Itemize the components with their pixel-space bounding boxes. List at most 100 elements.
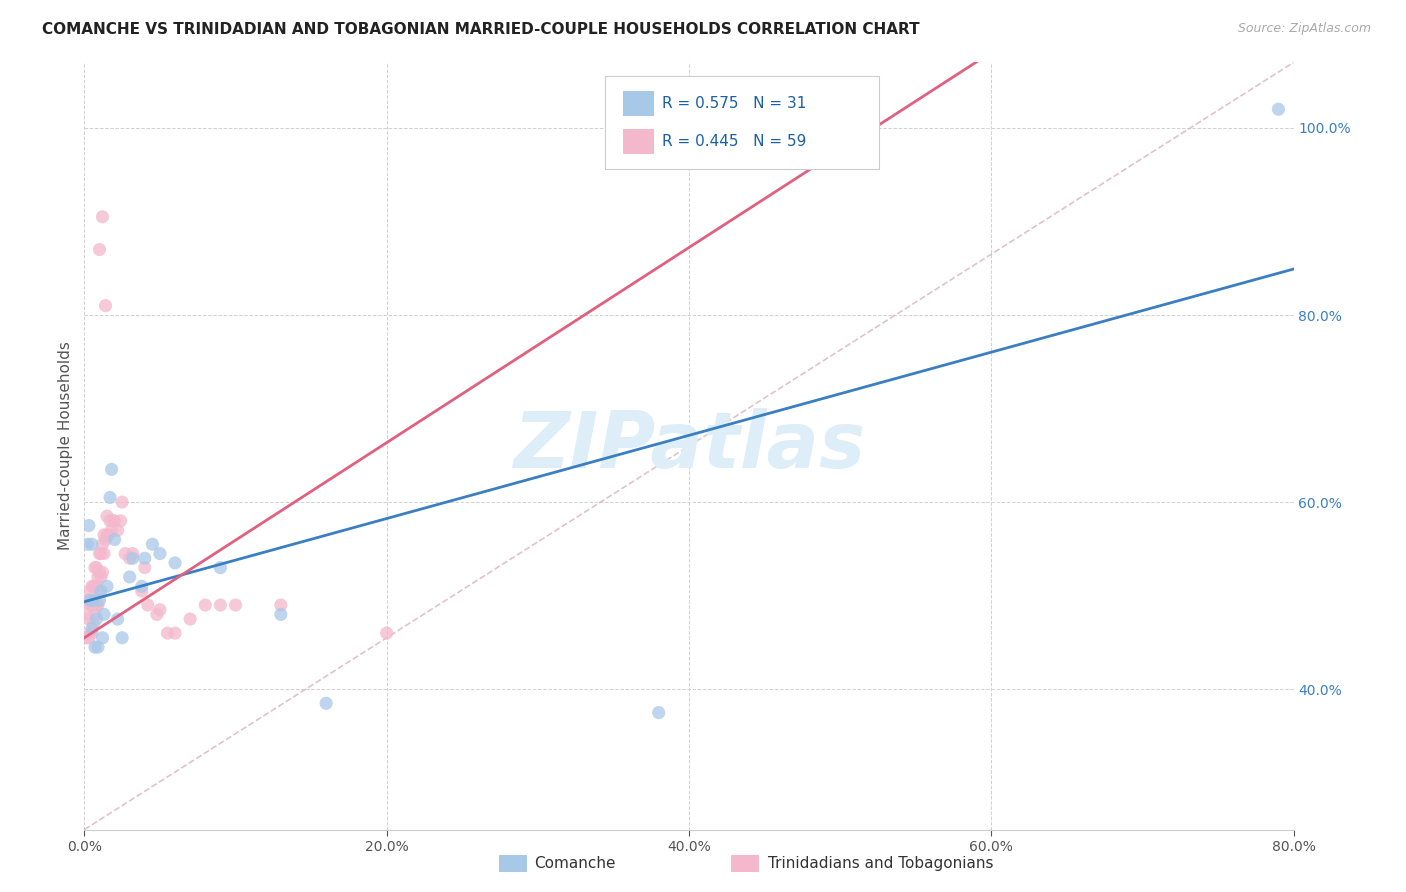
Point [104, 533, 127, 547]
Point [107, 612, 129, 626]
Point [121, 551, 143, 566]
Point [87, 640, 110, 654]
Point [94, 299, 117, 313]
Point [79, 593, 101, 607]
Point [82, 579, 104, 593]
Point [76, 607, 98, 622]
Point [98, 491, 121, 505]
Point [100, 462, 122, 476]
Point [91, 210, 114, 224]
Point [80, 622, 103, 636]
Point [80, 579, 103, 593]
Point [84, 560, 107, 574]
Point [91, 566, 114, 580]
Point [93, 528, 115, 542]
Point [136, 598, 159, 612]
Point [209, 560, 232, 574]
Text: R = 0.445   N = 59: R = 0.445 N = 59 [662, 135, 807, 149]
Point [146, 607, 169, 622]
Point [111, 631, 134, 645]
Point [80, 626, 103, 640]
Point [79, 584, 101, 599]
Text: ZIPatlas: ZIPatlas [513, 408, 865, 484]
Point [76, 593, 98, 607]
Point [118, 570, 141, 584]
Point [225, 598, 247, 612]
Point [89, 566, 111, 580]
Point [77, 593, 100, 607]
Point [87, 598, 110, 612]
Point [209, 598, 232, 612]
Point [82, 593, 104, 607]
Point [80, 598, 103, 612]
Point [101, 514, 124, 528]
Point [76, 537, 98, 551]
Point [97, 528, 120, 542]
Point [93, 607, 115, 622]
Point [80, 537, 103, 551]
Point [100, 523, 122, 537]
Point [96, 509, 118, 524]
Point [86, 579, 108, 593]
Point [77, 631, 100, 645]
Point [93, 547, 115, 561]
Point [84, 579, 107, 593]
Point [77, 612, 100, 626]
Point [1267, 102, 1289, 116]
Point [89, 584, 111, 599]
Point [89, 593, 111, 607]
Text: Comanche: Comanche [534, 856, 616, 871]
Point [114, 547, 136, 561]
Point [84, 640, 107, 654]
Text: Source: ZipAtlas.com: Source: ZipAtlas.com [1237, 22, 1371, 36]
Point [96, 528, 118, 542]
Point [165, 626, 187, 640]
Point [94, 533, 117, 547]
Point [91, 631, 114, 645]
Point [194, 598, 217, 612]
Point [179, 612, 201, 626]
Point [149, 603, 172, 617]
Point [131, 579, 153, 593]
Point [82, 598, 104, 612]
Point [90, 570, 112, 584]
Point [110, 514, 132, 528]
Point [118, 551, 141, 566]
Point [141, 537, 163, 551]
Point [121, 547, 143, 561]
Point [165, 556, 187, 570]
Point [107, 523, 129, 537]
Point [77, 518, 100, 533]
Point [111, 495, 134, 509]
Text: R = 0.575   N = 31: R = 0.575 N = 31 [662, 96, 807, 111]
Point [134, 551, 156, 566]
Point [90, 584, 112, 599]
Y-axis label: Married-couple Households: Married-couple Households [58, 342, 73, 550]
Point [79, 626, 101, 640]
Text: Trinidadians and Tobagonians: Trinidadians and Tobagonians [768, 856, 993, 871]
Point [134, 560, 156, 574]
Text: COMANCHE VS TRINIDADIAN AND TOBAGONIAN MARRIED-COUPLE HOUSEHOLDS CORRELATION CHA: COMANCHE VS TRINIDADIAN AND TOBAGONIAN M… [42, 22, 920, 37]
Point [90, 547, 112, 561]
Point [149, 547, 172, 561]
Point [79, 598, 101, 612]
Point [89, 243, 111, 257]
Point [82, 616, 104, 631]
Point [98, 514, 121, 528]
Point [270, 607, 292, 622]
Point [104, 514, 127, 528]
Point [86, 560, 108, 574]
Point [131, 584, 153, 599]
Point [375, 626, 398, 640]
Point [648, 706, 671, 720]
Point [96, 579, 118, 593]
Point [89, 547, 111, 561]
Point [84, 607, 107, 622]
Point [91, 537, 114, 551]
Point [315, 696, 337, 710]
Point [86, 612, 108, 626]
Point [86, 598, 108, 612]
Point [75, 631, 97, 645]
Point [270, 598, 292, 612]
Point [87, 570, 110, 584]
